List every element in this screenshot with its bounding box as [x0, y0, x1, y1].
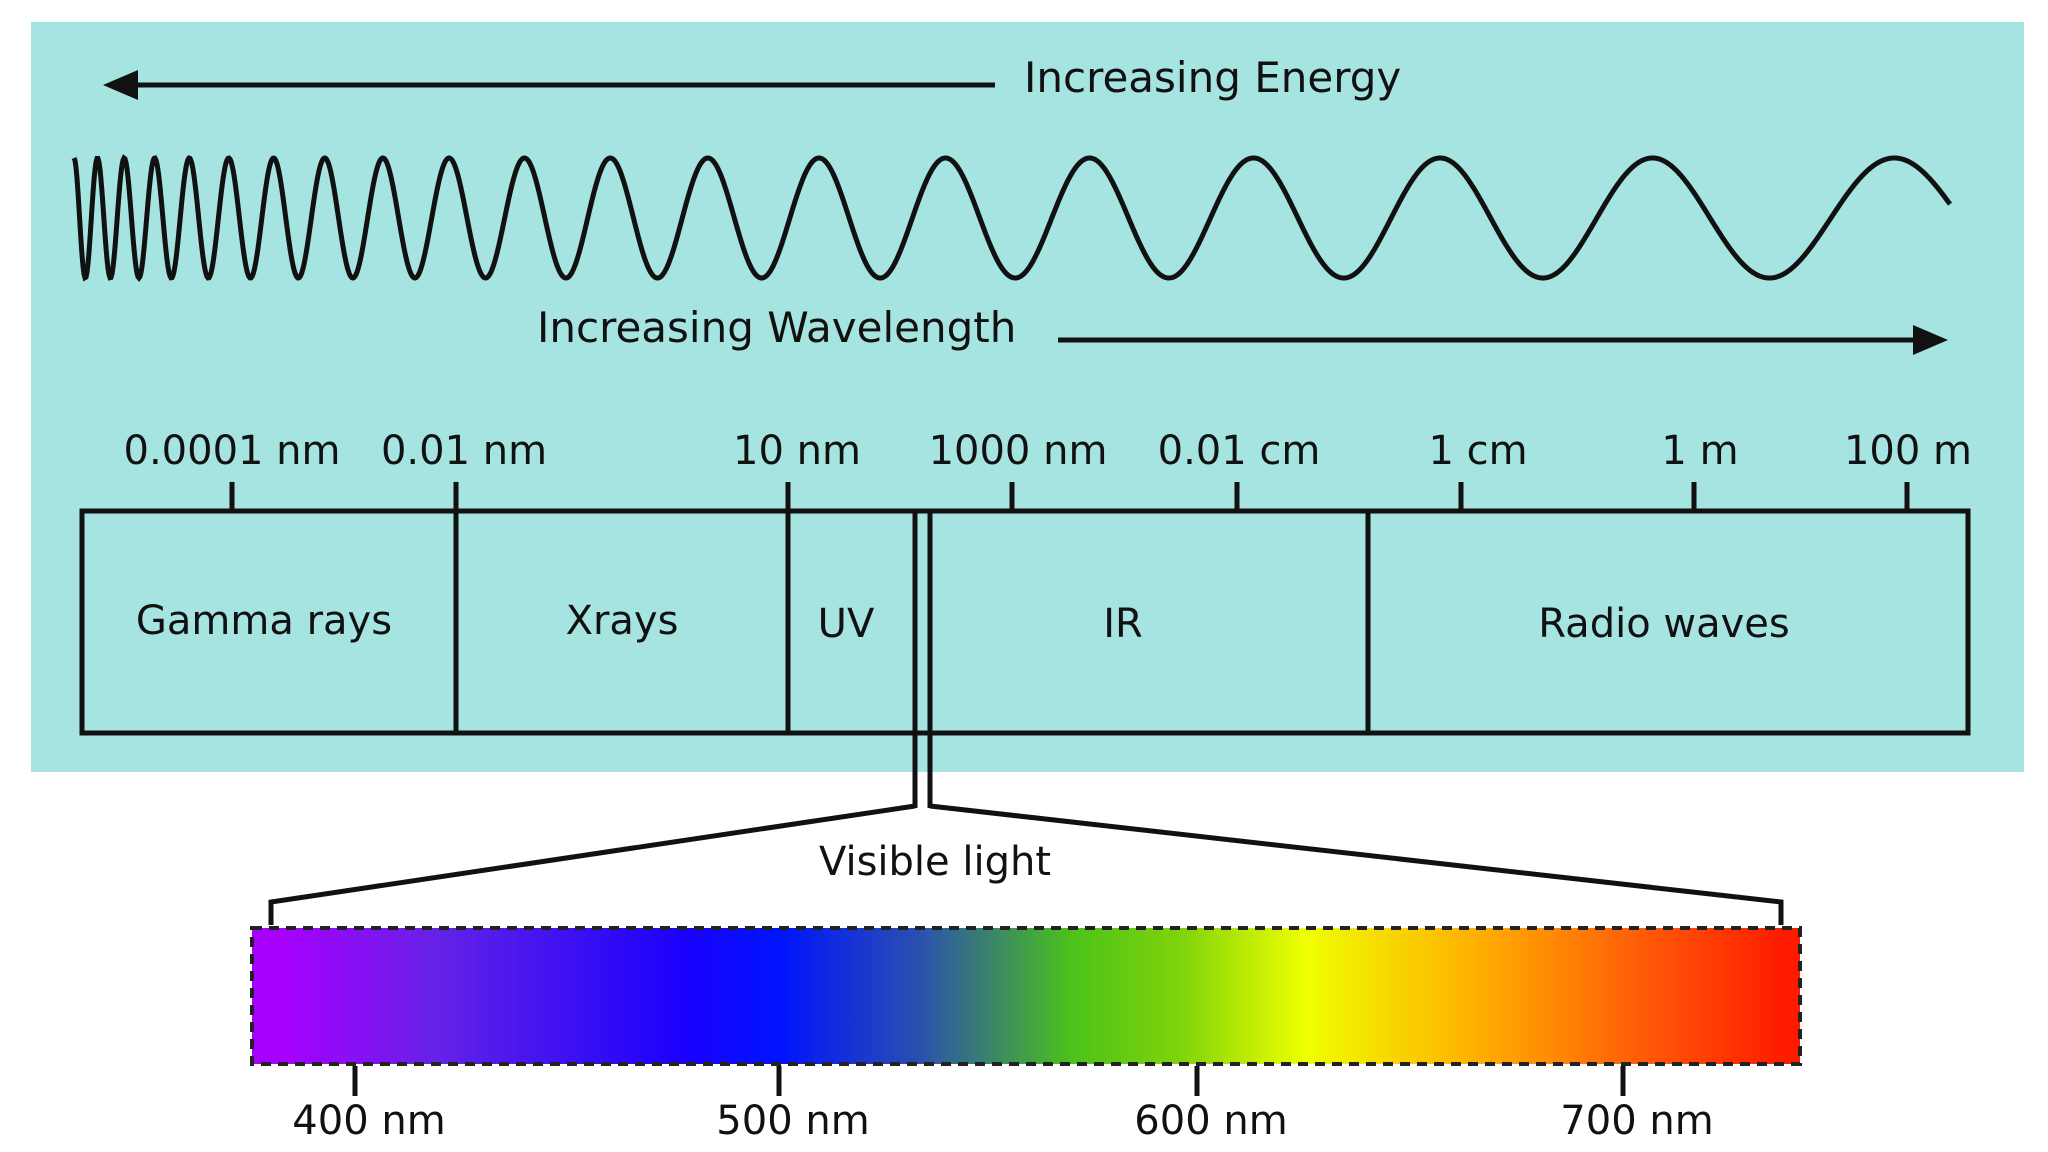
visible-light-label: Visible light: [819, 839, 1051, 885]
band-box: Gamma rays Xrays UV IR Radio waves: [79, 508, 1971, 808]
energy-arrow: [103, 70, 995, 100]
sine-wave-icon: [71, 154, 1953, 283]
scale-tick-label: 1 m: [1661, 428, 1738, 474]
band-label-radio-waves: Radio waves: [1538, 601, 1789, 647]
wavelength-arrow-label: Increasing Wavelength: [537, 303, 1016, 352]
visible-tick-label: 500 nm: [716, 1098, 869, 1144]
scale-tick-label: 0.0001 nm: [124, 428, 341, 474]
energy-arrow-label: Increasing Energy: [1024, 53, 1401, 102]
scale-tick-label: 1 cm: [1428, 428, 1527, 474]
scale-tick-label: 0.01 cm: [1158, 428, 1321, 474]
visible-light-zoom-lines: [268, 803, 1784, 925]
band-label-xrays: Xrays: [566, 598, 679, 644]
scale-tick-label: 10 nm: [733, 428, 861, 474]
scale-tick-label: 100 m: [1844, 428, 1972, 474]
wavelength-arrow: [1058, 325, 1948, 355]
scale-tick-label: 1000 nm: [929, 428, 1108, 474]
visible-spectrum-bar: [250, 926, 1802, 1066]
scale-tick-label: 0.01 nm: [381, 428, 547, 474]
band-label-gamma-rays: Gamma rays: [136, 598, 392, 644]
visible-tick-label: 700 nm: [1560, 1098, 1713, 1144]
band-label-ir: IR: [1103, 601, 1143, 647]
spectrum-panel: [31, 22, 2024, 772]
wavelength-scale: 0.0001 nm 0.01 nm 10 nm 1000 nm 0.01 cm …: [124, 428, 1972, 510]
visible-tick-label: 400 nm: [292, 1098, 445, 1144]
visible-spectrum-scale: 400 nm 500 nm 600 nm 700 nm: [292, 1066, 1714, 1144]
band-label-uv: UV: [818, 601, 875, 647]
visible-tick-label: 600 nm: [1134, 1098, 1287, 1144]
